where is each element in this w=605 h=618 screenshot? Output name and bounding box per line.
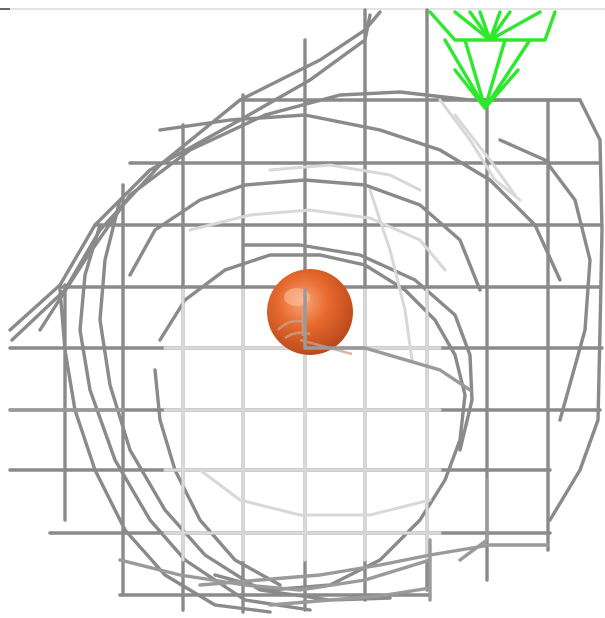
mesh-strand [268,163,422,192]
mesh-strand [198,543,550,587]
mesh-strand [438,98,522,202]
ligand-stick-model [428,10,557,110]
mesh-strand [8,13,372,332]
mesh-strand [268,586,432,607]
density-mesh-front [8,288,550,607]
atom-internal-mesh [277,308,353,356]
mesh-strand [38,90,582,332]
mesh-strand [98,198,392,602]
mesh-strand [453,68,520,110]
mesh-strand [498,138,592,422]
mesh-strand [158,113,562,282]
mesh-strand [548,98,604,522]
mesh-strand [78,223,312,612]
mesh-strand [188,208,447,272]
mesh-strand [128,178,482,292]
mesh-strand [118,558,432,592]
metal-ion-atom[interactable] [267,269,353,356]
mesh-strand [243,243,474,452]
mesh-strand [153,368,282,587]
mesh-strand [458,478,489,562]
mesh-strand [368,188,414,362]
mesh-strand [303,288,472,392]
density-mesh-light [163,98,522,562]
mesh-strand [453,113,517,197]
mesh-strand [453,10,542,42]
mesh-strand [58,288,272,614]
mesh-strand [463,38,507,110]
mesh-strand [198,468,432,517]
